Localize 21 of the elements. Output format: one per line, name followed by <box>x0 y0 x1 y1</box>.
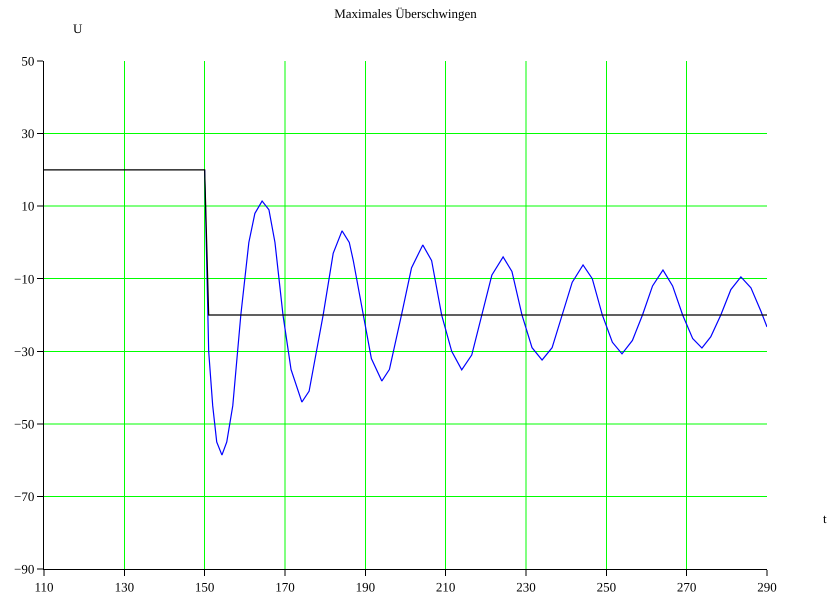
y-tick-label: −70 <box>14 488 34 504</box>
y-tick-label: −30 <box>14 344 34 359</box>
x-tick-label: 150 <box>194 580 214 595</box>
y-tick-label: 50 <box>21 54 34 69</box>
x-tick-label: 130 <box>114 580 134 595</box>
x-tick-label: 190 <box>356 580 376 595</box>
y-tick-label: −10 <box>14 271 34 286</box>
x-tick-label: 210 <box>436 580 456 595</box>
y-tick-label: 10 <box>21 198 34 214</box>
x-tick-label: 110 <box>34 580 54 595</box>
x-tick-label: 250 <box>596 580 616 595</box>
y-tick-label: −50 <box>14 416 34 432</box>
x-tick-label: 290 <box>757 580 777 595</box>
y-tick-label: 30 <box>21 126 34 142</box>
y-tick-label: −90 <box>14 562 34 577</box>
x-tick-label: 170 <box>275 580 295 595</box>
chart-title: Maximales Überschwingen <box>334 6 478 22</box>
x-tick-label: 230 <box>516 580 536 595</box>
x-tick-label: 270 <box>676 580 696 595</box>
x-axis-title: t <box>823 511 827 526</box>
y-axis-title: U <box>73 21 83 36</box>
